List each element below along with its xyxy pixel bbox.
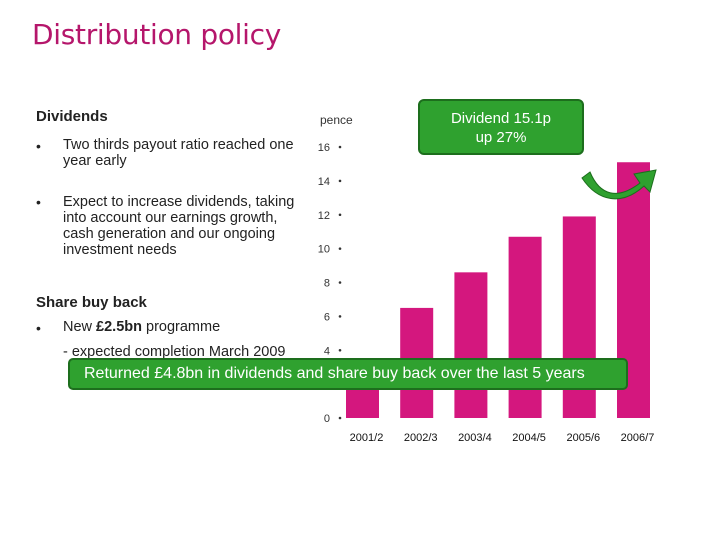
returned-banner: Returned £4.8bn in dividends and share b…: [68, 358, 628, 390]
y-tick-mark: [338, 348, 342, 352]
x-tick-label: 2005/6: [566, 432, 600, 444]
y-tick-label: 8: [324, 278, 330, 290]
y-tick-label: 12: [318, 210, 330, 222]
y-tick-mark: [338, 213, 342, 217]
y-axis-unit: pence: [320, 113, 353, 127]
dividends-heading: Dividends: [36, 108, 108, 125]
y-tick-mark: [338, 281, 342, 284]
y-tick-mark: [338, 179, 342, 183]
growth-arrow-icon: [581, 169, 657, 200]
y-tick-label: 10: [318, 244, 330, 256]
x-tick-label: 2003/4: [458, 432, 492, 444]
y-tick-label: 16: [318, 142, 330, 154]
bullet-marker: •: [36, 320, 41, 336]
buyback-amount: £2.5bn: [96, 319, 142, 335]
x-tick-label: 2001/2: [350, 432, 384, 444]
buyback-text-pre: New: [63, 319, 97, 335]
callout-line-2: up 27%: [475, 129, 527, 146]
y-tick-mark: [338, 145, 342, 149]
y-tick-label: 6: [324, 311, 330, 323]
y-tick-mark: [338, 315, 342, 318]
y-tick-mark: [338, 247, 342, 250]
x-tick-label: 2002/3: [404, 432, 438, 444]
buyback-bullet-1: New £2.5bn programme: [63, 319, 220, 335]
x-tick-label: 2006/7: [621, 432, 655, 444]
x-tick-label: 2004/5: [512, 432, 546, 444]
buyback-heading: Share buy back: [36, 294, 147, 311]
y-tick-label: 14: [318, 176, 330, 188]
y-tick-label: 4: [324, 345, 330, 357]
callout-line-1: Dividend 15.1p: [450, 110, 552, 127]
buyback-subtext: - expected completion March 2009: [63, 344, 286, 360]
dividend-callout: Dividend 15.1p up 27%: [418, 99, 584, 155]
bullet-marker: •: [36, 138, 41, 154]
bullet-marker: •: [36, 194, 41, 210]
bar-2003-4: [454, 272, 488, 418]
buyback-text-post: programme: [141, 319, 221, 335]
page-title: Distribution policy: [32, 18, 281, 51]
dividends-bullet-1: Two thirds payout ratio reached one year…: [63, 137, 294, 169]
bar-2004-5: [508, 236, 542, 418]
y-tick-label: 0: [324, 413, 330, 425]
dividends-bullet-2: Expect to increase dividends, taking int…: [63, 194, 295, 258]
y-tick-mark: [338, 416, 342, 420]
